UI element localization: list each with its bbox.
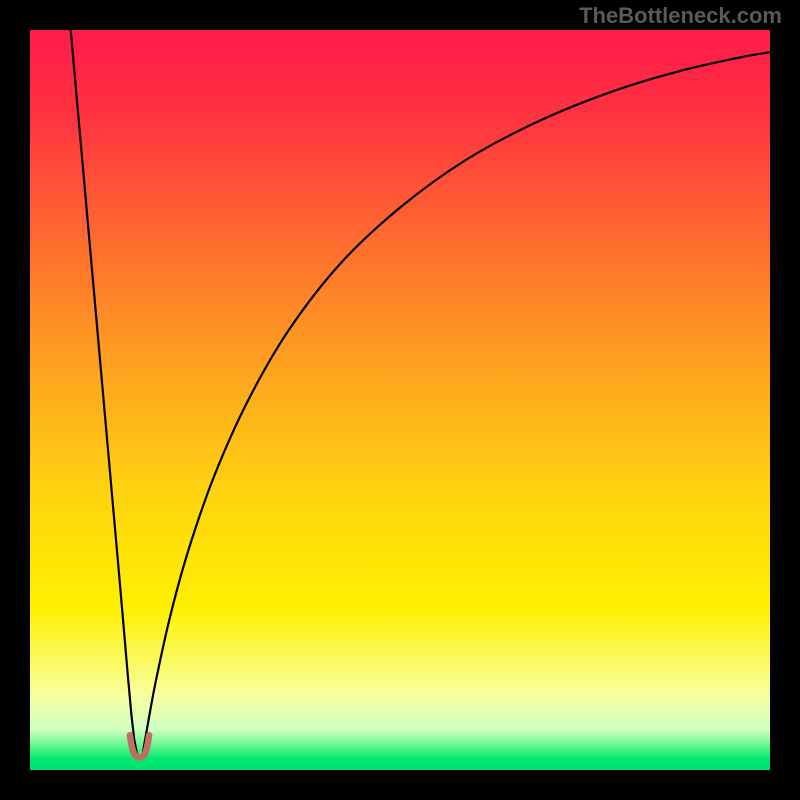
gradient-background bbox=[30, 30, 770, 770]
plot-svg bbox=[0, 0, 800, 800]
chart-root: TheBottleneck.com bbox=[0, 0, 800, 800]
watermark-text: TheBottleneck.com bbox=[579, 3, 782, 29]
